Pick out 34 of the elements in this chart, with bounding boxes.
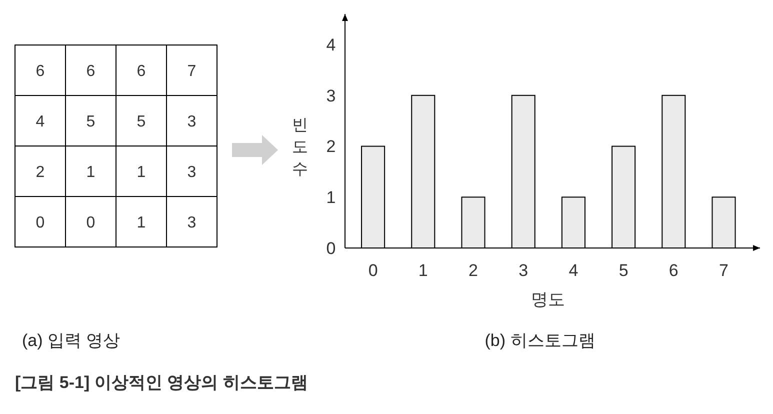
text: (b) 히스토그램 [484,331,596,350]
data-label: 3 [187,214,196,232]
x-tick-label: 4 [568,261,578,280]
y-tick-label: 0 [326,238,336,258]
data-label: 3 [187,164,196,181]
data-label: 3 [187,113,196,130]
x-tick-label: 5 [618,261,628,280]
x-tick-label: 7 [719,261,728,280]
x-axis-title: 명도 [531,290,565,309]
data-label: 5 [136,113,146,130]
data-label: 5 [86,113,96,130]
data-label: 6 [136,62,146,80]
data-label: 0 [36,214,45,232]
x-tick-label: 1 [418,261,428,280]
x-tick-label: 6 [668,261,678,280]
data-label: 6 [36,62,45,80]
y-tick-label: 4 [326,35,336,54]
data-label: 6 [86,62,96,80]
x-tick-label: 0 [368,261,378,280]
data-label: 4 [36,113,45,130]
x-tick-label: 3 [518,261,528,280]
data-label: 1 [136,214,146,232]
data-label: 1 [136,164,146,181]
text: (a) 입력 영상 [22,331,120,350]
data-label: 0 [86,214,96,232]
data-label: 1 [86,164,96,181]
text: [그림 5-1] 이상적인 영상의 히스토그램 [15,373,308,392]
data-label: 2 [36,164,45,181]
y-tick-label: 2 [326,137,336,156]
x-tick-label: 2 [468,261,478,280]
data-label: 7 [187,62,196,80]
y-tick-label: 1 [326,188,336,208]
y-axis-title: 빈도 수 [292,117,308,178]
y-tick-label: 3 [326,86,336,106]
